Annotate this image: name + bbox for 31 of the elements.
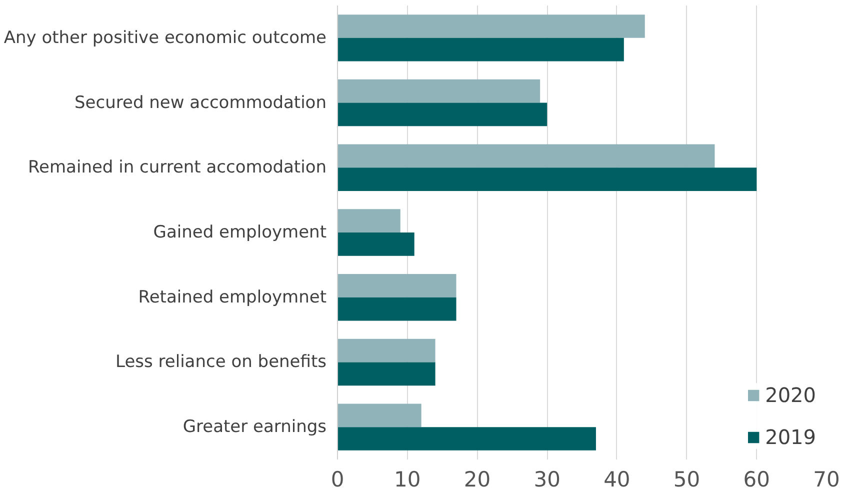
- y-tick-label: Gained employment: [153, 222, 327, 242]
- bar: [338, 338, 436, 362]
- bar: [338, 297, 456, 321]
- x-tick-label: 70: [813, 468, 840, 489]
- x-tick-label: 10: [394, 468, 421, 489]
- x-tick-label: 20: [464, 468, 491, 489]
- y-tick-label: Remained in current accomodation: [28, 158, 327, 178]
- bar: [338, 404, 422, 428]
- y-tick-label: Less reliance on benefits: [116, 352, 327, 372]
- bar: [338, 427, 596, 450]
- bar: [338, 274, 456, 298]
- x-tick-label: 30: [534, 468, 560, 489]
- bar: [338, 102, 548, 126]
- bar: [338, 209, 400, 232]
- y-tick-label: Greater earnings: [182, 417, 327, 438]
- x-tick-label: 50: [673, 468, 700, 489]
- bar: [338, 14, 645, 38]
- legend-label: 2019: [765, 425, 816, 449]
- y-tick-label: Secured new accommodation: [74, 92, 327, 113]
- y-tick-label: Any other positive economic outcome: [4, 28, 327, 48]
- bar: [338, 362, 436, 386]
- x-tick-label: 40: [604, 468, 630, 489]
- bar: [338, 38, 624, 62]
- bar: [338, 232, 414, 256]
- bar: [338, 144, 715, 168]
- x-tick-label: 0: [330, 468, 344, 489]
- y-tick-label: Retained employmnet: [138, 287, 327, 308]
- x-tick-label: 60: [743, 468, 770, 489]
- bar: [338, 79, 540, 103]
- legend-label: 2020: [765, 383, 816, 407]
- bar: [338, 168, 757, 191]
